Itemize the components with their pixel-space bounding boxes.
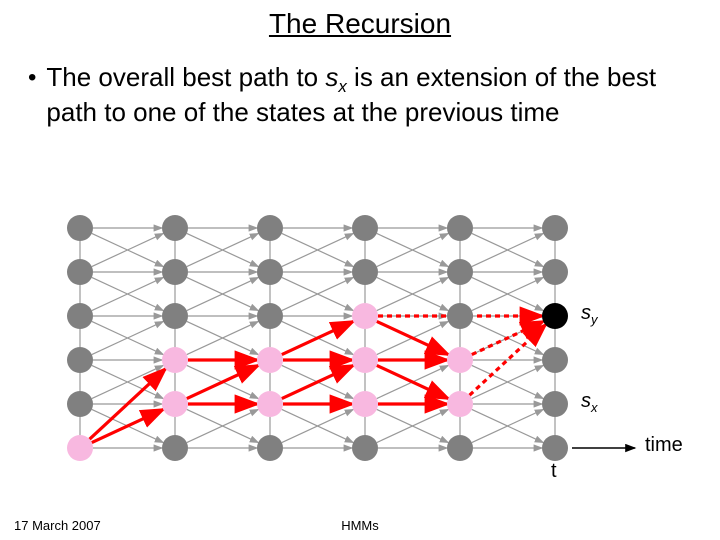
trellis-diagram: sy sx t time — [60, 208, 700, 508]
trellis-node — [352, 435, 378, 461]
trellis-node — [447, 259, 473, 285]
trellis-node — [257, 215, 283, 241]
trellis-node — [447, 347, 473, 373]
trellis-node — [352, 259, 378, 285]
label-sy: sy — [581, 302, 598, 327]
trellis-node — [162, 259, 188, 285]
trellis-svg — [60, 208, 700, 508]
trellis-node — [67, 215, 93, 241]
trellis-node — [542, 391, 568, 417]
label-sx: sx — [581, 390, 598, 415]
trellis-node — [447, 215, 473, 241]
trellis-node — [542, 347, 568, 373]
trellis-node — [162, 435, 188, 461]
trellis-node — [162, 347, 188, 373]
trellis-node — [67, 435, 93, 461]
trellis-node — [352, 215, 378, 241]
trellis-node — [67, 303, 93, 329]
bullet-item: • The overall best path to sx is an exte… — [28, 62, 688, 128]
footer-center: HMMs — [0, 518, 720, 533]
trellis-node — [257, 303, 283, 329]
trellis-node — [542, 259, 568, 285]
trellis-node — [447, 391, 473, 417]
trellis-node — [352, 347, 378, 373]
trellis-node — [162, 215, 188, 241]
bullet-text: The overall best path to sx is an extens… — [46, 62, 688, 128]
bullet-marker: • — [28, 62, 36, 90]
trellis-node — [257, 391, 283, 417]
trellis-node — [162, 303, 188, 329]
trellis-node — [542, 303, 568, 329]
label-t: t — [551, 460, 557, 483]
trellis-node — [542, 215, 568, 241]
trellis-node — [352, 391, 378, 417]
trellis-node — [257, 435, 283, 461]
trellis-node — [542, 435, 568, 461]
page-title: The Recursion — [0, 8, 720, 40]
trellis-node — [352, 303, 378, 329]
trellis-node — [447, 303, 473, 329]
trellis-node — [162, 391, 188, 417]
trellis-node — [67, 391, 93, 417]
trellis-node — [447, 435, 473, 461]
trellis-node — [67, 259, 93, 285]
trellis-node — [257, 259, 283, 285]
trellis-node — [257, 347, 283, 373]
trellis-node — [67, 347, 93, 373]
label-time: time — [645, 434, 683, 457]
